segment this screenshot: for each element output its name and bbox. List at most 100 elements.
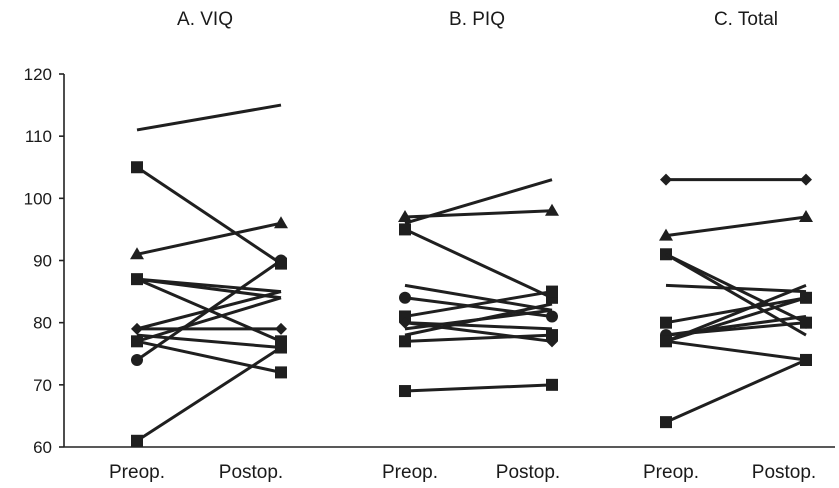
series-line bbox=[136, 221, 282, 256]
series-line bbox=[404, 302, 553, 337]
y-tick-label: 60 bbox=[33, 438, 52, 457]
y-tick-label: 90 bbox=[33, 252, 52, 271]
series-1 bbox=[136, 103, 282, 132]
series-11 bbox=[399, 329, 558, 348]
series-13 bbox=[131, 341, 287, 447]
panel-title-total: C. Total bbox=[714, 9, 778, 30]
axes bbox=[63, 74, 835, 448]
series-line bbox=[404, 321, 553, 331]
series-line bbox=[665, 215, 807, 238]
series-2 bbox=[131, 161, 287, 270]
circle-marker bbox=[275, 254, 287, 267]
series-line bbox=[665, 358, 807, 424]
series-line bbox=[136, 339, 282, 374]
series-line bbox=[665, 296, 807, 343]
series-6 bbox=[660, 291, 812, 329]
series-line bbox=[665, 283, 807, 343]
square-marker bbox=[131, 161, 143, 174]
series-group bbox=[130, 103, 813, 447]
series-4 bbox=[665, 283, 807, 294]
triangle-marker bbox=[274, 216, 288, 229]
series-12 bbox=[136, 333, 282, 350]
square-marker bbox=[800, 353, 812, 366]
x-category-label: Postop. bbox=[496, 462, 560, 483]
series-3 bbox=[399, 223, 558, 304]
panel-series-1 bbox=[130, 103, 288, 447]
series-10 bbox=[665, 296, 807, 343]
series-6 bbox=[136, 277, 282, 300]
series-line bbox=[404, 178, 553, 225]
series-line bbox=[136, 346, 282, 443]
series-2 bbox=[659, 209, 813, 241]
series-line bbox=[136, 296, 282, 343]
series-line bbox=[404, 321, 553, 343]
series-10 bbox=[136, 296, 282, 343]
triangle-marker bbox=[130, 247, 144, 260]
series-line bbox=[404, 333, 553, 343]
panel-titles: A. VIQ B. PIQ C. Total bbox=[177, 9, 778, 30]
circle-marker bbox=[131, 353, 143, 366]
series-11 bbox=[660, 335, 812, 366]
y-tick-label: 110 bbox=[25, 127, 52, 146]
triangle-marker bbox=[799, 209, 813, 222]
square-marker bbox=[660, 335, 672, 348]
series-5 bbox=[665, 252, 807, 337]
y-tick-label: 100 bbox=[24, 189, 52, 208]
series-1 bbox=[660, 173, 812, 186]
x-category-label: Preop. bbox=[382, 462, 438, 483]
series-6 bbox=[399, 285, 558, 323]
series-line bbox=[136, 277, 282, 300]
series-line bbox=[136, 103, 282, 132]
square-marker bbox=[660, 316, 672, 329]
series-12 bbox=[399, 378, 558, 398]
diamond-marker bbox=[275, 322, 287, 335]
circle-marker bbox=[546, 310, 558, 323]
square-marker bbox=[399, 310, 411, 323]
square-marker bbox=[275, 341, 287, 354]
series-3 bbox=[130, 216, 288, 260]
square-marker bbox=[275, 366, 287, 379]
series-line bbox=[404, 383, 553, 393]
circle-marker bbox=[800, 316, 812, 329]
series-2 bbox=[404, 178, 553, 225]
x-axis-categories: Preop. Postop. Preop. Postop. Preop. Postop. bbox=[109, 462, 816, 483]
series-line bbox=[665, 339, 807, 362]
square-marker bbox=[131, 434, 143, 447]
panel-title-viq: A. VIQ bbox=[177, 9, 233, 30]
series-line bbox=[404, 283, 553, 312]
triangle-marker bbox=[545, 203, 559, 216]
y-tick-label: 80 bbox=[33, 314, 52, 333]
series-line bbox=[136, 333, 282, 350]
series-line bbox=[665, 252, 807, 337]
y-tick-label: 70 bbox=[33, 376, 52, 395]
circle-marker bbox=[399, 291, 411, 304]
diamond-marker bbox=[800, 173, 812, 186]
series-10 bbox=[404, 302, 553, 337]
x-category-label: Postop. bbox=[219, 462, 283, 483]
series-line bbox=[665, 296, 807, 325]
square-marker bbox=[546, 285, 558, 298]
square-marker bbox=[399, 223, 411, 236]
square-marker bbox=[660, 248, 672, 261]
series-4 bbox=[404, 283, 553, 312]
x-category-label: Preop. bbox=[643, 462, 699, 483]
series-7 bbox=[404, 321, 553, 331]
square-marker bbox=[660, 416, 672, 429]
y-tick-label: 120 bbox=[24, 65, 52, 84]
series-line bbox=[404, 228, 553, 300]
triangle-marker bbox=[398, 209, 412, 222]
square-marker bbox=[546, 329, 558, 342]
x-category-label: Preop. bbox=[109, 462, 165, 483]
diamond-marker bbox=[660, 173, 672, 186]
y-axis-ticks: 60 70 80 90 100 110 120 bbox=[24, 65, 64, 457]
series-line bbox=[136, 166, 282, 265]
triangle-marker bbox=[659, 228, 673, 241]
square-marker bbox=[546, 378, 558, 391]
square-marker bbox=[399, 385, 411, 398]
series-11 bbox=[131, 254, 287, 366]
square-marker bbox=[399, 335, 411, 348]
panel-series-2 bbox=[398, 178, 559, 398]
series-7 bbox=[131, 322, 287, 335]
x-category-label: Postop. bbox=[752, 462, 816, 483]
series-12 bbox=[660, 353, 812, 429]
